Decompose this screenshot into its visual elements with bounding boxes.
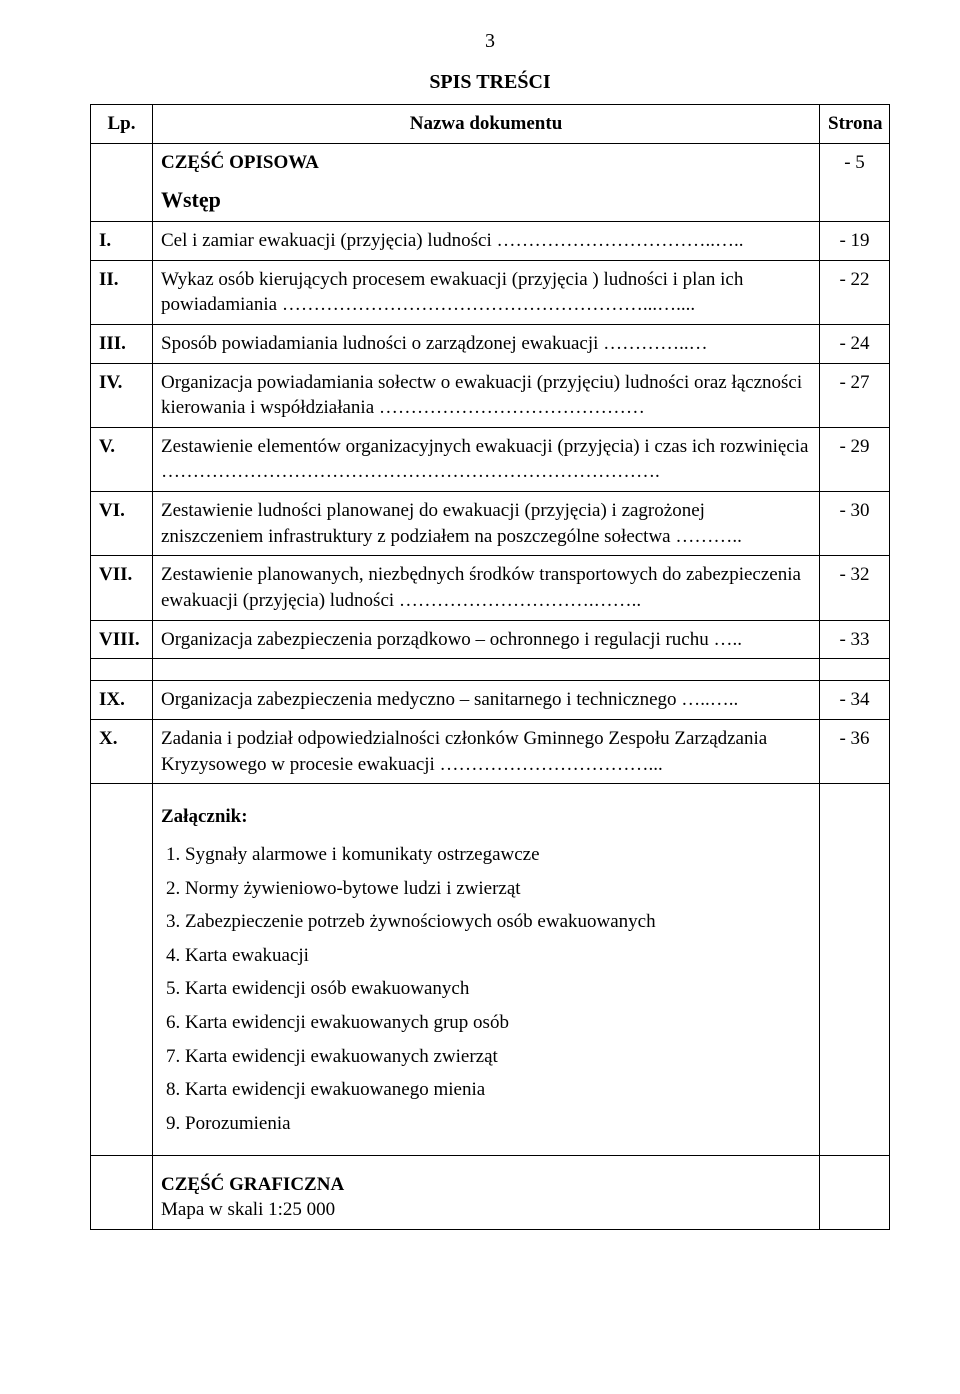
table-row: VII. Zestawienie planowanych, niezbędnyc… [91,556,890,620]
attachment-row: Załącznik: Sygnały alarmowe i komunikaty… [91,784,890,1155]
table-row: IX. Organizacja zabezpieczenia medyczno … [91,681,890,720]
list-item: Normy żywieniowo-bytowe ludzi i zwierząt [185,872,811,906]
row-num: II. [91,260,153,324]
row-page: - 33 [820,620,890,659]
document-page: 3 SPIS TREŚCI Lp. Nazwa dokumentu Strona… [0,0,960,1270]
table-row: VI. Zestawienie ludności planowanej do e… [91,492,890,556]
row-num: V. [91,427,153,491]
row-page: - 34 [820,681,890,720]
row-desc: Organizacja zabezpieczenia medyczno – sa… [153,681,820,720]
attachment-list: Sygnały alarmowe i komunikaty ostrzegawc… [161,838,811,1141]
row-page: - 22 [820,260,890,324]
row-num: III. [91,324,153,363]
graphic-desc: Mapa w skali 1:25 000 [161,1197,811,1223]
row-num: IV. [91,363,153,427]
table-row: IV. Organizacja powiadamiania sołectw o … [91,363,890,427]
row-num: VI. [91,492,153,556]
row-num: VIII. [91,620,153,659]
table-row: II. Wykaz osób kierujących procesem ewak… [91,260,890,324]
table-row: V. Zestawienie elementów organizacyjnych… [91,427,890,491]
row-num: VII. [91,556,153,620]
list-item: Karta ewakuacji [185,939,811,973]
row-page: - 24 [820,324,890,363]
row-num: X. [91,719,153,783]
list-item: Porozumienia [185,1107,811,1141]
row-desc: Sposób powiadamiania ludności o zarządzo… [153,324,820,363]
row-desc: Zestawienie ludności planowanej do ewaku… [153,492,820,556]
row-num: IX. [91,681,153,720]
row-desc: Organizacja zabezpieczenia porządkowo – … [153,620,820,659]
list-item: Karta ewidencji ewakuowanych grup osób [185,1006,811,1040]
wstep-page: - 5 [820,143,890,221]
row-desc: Wykaz osób kierujących procesem ewakuacj… [153,260,820,324]
document-title: SPIS TREŚCI [90,71,890,94]
row-page: - 19 [820,221,890,260]
table-row: X. Zadania i podział odpowiedzialności c… [91,719,890,783]
attachment-title: Załącznik: [161,804,811,830]
row-desc: Organizacja powiadamiania sołectw o ewak… [153,363,820,427]
list-item: Karta ewidencji ewakuowanego mienia [185,1073,811,1107]
list-item: Karta ewidencji osób ewakuowanych [185,972,811,1006]
list-item: Sygnały alarmowe i komunikaty ostrzegawc… [185,838,811,872]
table-row: III. Sposób powiadamiania ludności o zar… [91,324,890,363]
graphic-row: CZĘŚĆ GRAFICZNA Mapa w skali 1:25 000 [91,1155,890,1229]
header-lp: Lp. [91,105,153,144]
page-number: 3 [90,30,890,53]
section-row: CZĘŚĆ OPISOWA Wstęp - 5 [91,143,890,221]
row-page: - 32 [820,556,890,620]
list-item: Zabezpieczenie potrzeb żywnościowych osó… [185,905,811,939]
row-desc: Cel i zamiar ewakuacji (przyjęcia) ludno… [153,221,820,260]
wstep-label: Wstęp [161,185,811,215]
row-desc: Zadania i podział odpowiedzialności czło… [153,719,820,783]
header-strona: Strona [820,105,890,144]
table-header-row: Lp. Nazwa dokumentu Strona [91,105,890,144]
table-of-contents: Lp. Nazwa dokumentu Strona CZĘŚĆ OPISOWA… [90,104,890,1230]
table-row: I. Cel i zamiar ewakuacji (przyjęcia) lu… [91,221,890,260]
table-row: VIII. Organizacja zabezpieczenia porządk… [91,620,890,659]
section-heading: CZĘŚĆ OPISOWA [161,150,811,176]
row-page: - 27 [820,363,890,427]
row-page: - 29 [820,427,890,491]
row-page: - 30 [820,492,890,556]
row-desc: Zestawienie elementów organizacyjnych ew… [153,427,820,491]
graphic-heading: CZĘŚĆ GRAFICZNA [161,1172,811,1198]
row-num: I. [91,221,153,260]
spacer-row [91,659,890,681]
header-nazwa: Nazwa dokumentu [153,105,820,144]
list-item: Karta ewidencji ewakuowanych zwierząt [185,1040,811,1074]
row-page: - 36 [820,719,890,783]
row-desc: Zestawienie planowanych, niezbędnych śro… [153,556,820,620]
